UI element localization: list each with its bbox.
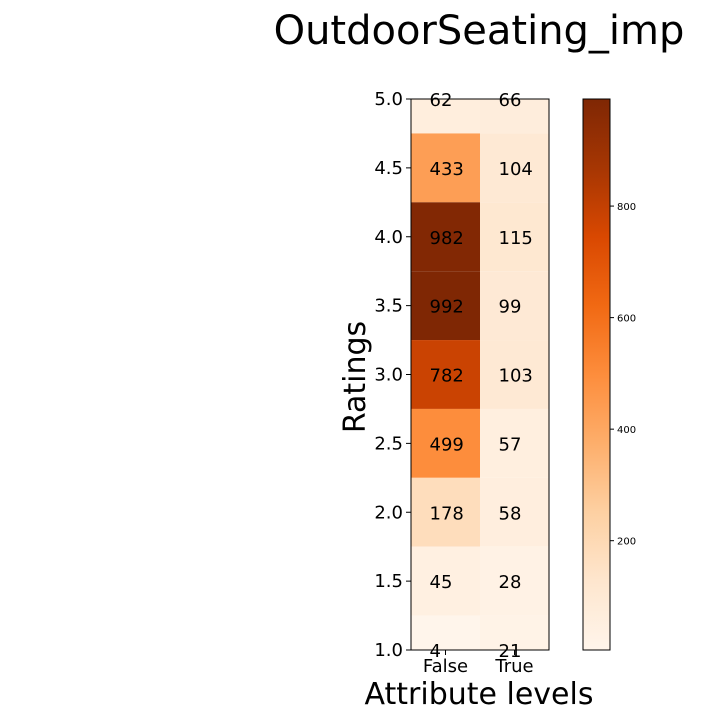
cell-value-label: 104 [499,159,533,180]
y-tick-label: 4.5 [374,158,403,179]
heatmap-cell [411,271,480,341]
colorbar-tick-label: 200 [617,537,636,548]
y-axis-ticks: 1.0 1.5 2.0 2.5 3.0 3.5 4.0 4.5 5.0 [374,89,411,661]
heatmap-cells [411,99,549,650]
y-tick-label: 1.0 [374,640,403,661]
heatmap-cell [480,99,549,134]
cell-value-label: 499 [430,434,464,455]
colorbar-tick-label: 600 [617,314,636,325]
cell-value-label: 28 [499,572,522,593]
cell-value-label: 58 [499,503,522,524]
heatmap-cell [411,546,480,616]
heatmap-cell [480,615,549,650]
cell-value-label: 433 [430,159,464,180]
heatmap-cell [480,546,549,616]
heatmap-cell [411,133,480,203]
colorbar-tick-label: 400 [617,425,636,436]
cell-value-label: 992 [430,297,464,318]
heatmap-cell [411,340,480,409]
colorbar-gradient [582,98,611,651]
x-axis-ticks: False True [423,650,534,677]
heatmap-cell [480,271,549,341]
heatmap-cell [480,133,549,203]
colorbar: 200 400 600 800 [582,98,636,651]
y-axis-label: Ratings [338,321,373,433]
cell-value-label: 57 [499,434,522,455]
heatmap-cell [480,202,549,272]
heatmap-cell [411,202,480,272]
y-tick-label: 5.0 [374,89,403,110]
cell-value-label: 62 [430,90,453,111]
cell-value-label: 782 [430,366,464,387]
cell-labels: 62 66 433 104 982 115 992 99 782 103 499 57 178 58 45 2… [430,90,533,662]
y-tick-label: 3.5 [374,296,403,317]
heatmap-cell [480,340,549,409]
heatmap-cell [411,99,480,134]
cell-value-label: 99 [499,297,522,318]
y-tick-label: 2.5 [374,433,403,454]
y-tick-label: 1.5 [374,571,403,592]
x-axis-label: Attribute levels [365,677,594,712]
heatmap-cell [480,408,549,478]
chart-title: OutdoorSeating_imp [274,8,685,54]
heatmap-cell [480,477,549,547]
cell-value-label: 982 [430,228,464,249]
heatmap-cell [411,615,480,650]
cell-value-label: 4 [430,641,441,662]
y-tick-label: 4.0 [374,227,403,248]
cell-value-label: 66 [499,90,522,111]
heatmap-cell [411,477,480,547]
cell-value-label: 103 [499,366,533,387]
y-tick-label: 3.0 [374,365,403,386]
heatmap-cell [411,408,480,478]
cell-value-label: 21 [499,641,522,662]
x-tick-label: True [494,656,533,677]
cell-value-label: 115 [499,228,533,249]
colorbar-tick-label: 800 [617,202,636,213]
cell-value-label: 178 [430,503,464,524]
x-tick-label: False [423,656,468,677]
y-tick-label: 2.0 [374,502,403,523]
cell-value-label: 45 [430,572,453,593]
